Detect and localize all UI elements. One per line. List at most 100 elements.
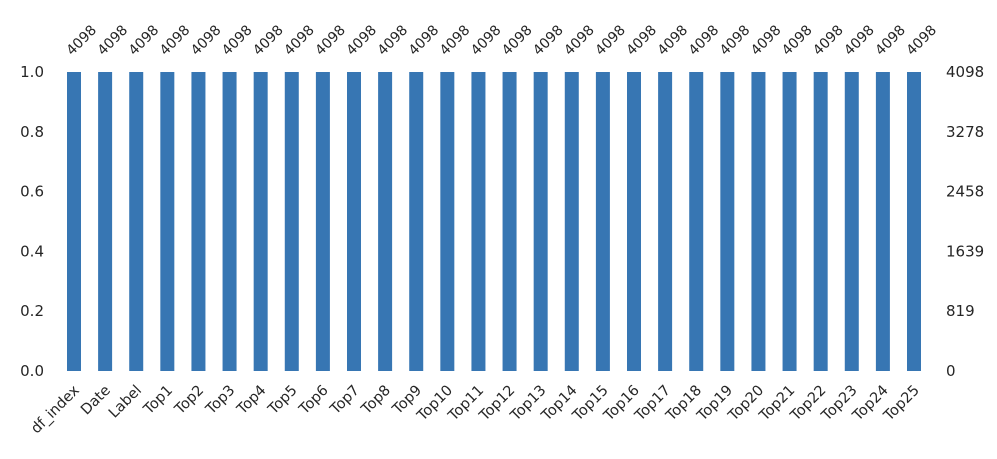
x-tick-label: Top7	[327, 383, 363, 419]
count-label: 4098	[437, 22, 474, 59]
right-y-tick-label: 819	[946, 302, 975, 320]
bar-top18	[689, 72, 704, 371]
bars-group	[67, 72, 921, 371]
bar-top5	[284, 72, 299, 371]
bar-label	[129, 72, 144, 371]
x-tick-label: Top6	[296, 383, 332, 419]
right-y-tick-label: 0	[946, 362, 956, 380]
x-axis-labels: df_indexDateLabelTop1Top2Top3Top4Top5Top…	[28, 382, 923, 437]
count-label: 4098	[219, 22, 256, 59]
count-label: 4098	[250, 22, 287, 59]
bar-top17	[658, 72, 673, 371]
count-label: 4098	[748, 22, 785, 59]
bar-top15	[595, 72, 610, 371]
count-label: 4098	[499, 22, 536, 59]
right-y-tick-label: 1639	[946, 242, 984, 260]
bar-top10	[440, 72, 455, 371]
x-tick-label: Top12	[476, 383, 518, 425]
bar-top13	[533, 72, 548, 371]
count-label: 4098	[717, 22, 754, 59]
bar-top16	[627, 72, 641, 371]
left-y-tick-label: 0.6	[20, 183, 44, 201]
left-y-tick-label: 0.2	[20, 302, 44, 320]
left-y-axis: 0.0 0.2 0.4 0.6 0.8 1.0	[20, 63, 44, 380]
right-y-tick-label: 4098	[946, 63, 984, 81]
x-tick-label: Top5	[265, 383, 301, 419]
x-tick-label: Top16	[600, 383, 642, 425]
bar-date	[98, 72, 113, 371]
count-label: 4098	[872, 22, 909, 59]
right-y-tick-label: 2458	[946, 183, 984, 201]
bar-top6	[315, 72, 330, 371]
x-tick-label: Top4	[234, 383, 270, 419]
count-label: 4098	[64, 22, 101, 59]
count-label: 4098	[810, 22, 847, 59]
bar-top8	[378, 72, 393, 371]
bar-top14	[564, 72, 579, 371]
count-label: 4098	[188, 22, 225, 59]
bar-top24	[875, 72, 890, 371]
bar-top3	[222, 72, 237, 371]
bar-top19	[720, 72, 735, 371]
bar-top20	[751, 72, 766, 371]
x-tick-label: Top23	[818, 383, 860, 425]
count-label: 4098	[904, 22, 941, 59]
bar-top4	[253, 72, 268, 371]
count-label: 4098	[344, 22, 381, 59]
x-tick-label: Label	[106, 383, 145, 422]
count-label: 4098	[95, 22, 132, 59]
x-tick-label: Top21	[756, 383, 798, 425]
x-tick-label: Top13	[507, 383, 549, 425]
x-tick-label: Top14	[538, 383, 580, 425]
bar-top21	[782, 72, 797, 371]
x-tick-label: df_index	[28, 382, 83, 437]
count-label: 4098	[157, 22, 194, 59]
x-tick-label: Top2	[171, 383, 207, 419]
x-tick-label: Top19	[694, 383, 736, 425]
bar-df-index	[67, 72, 81, 371]
count-label: 4098	[375, 22, 412, 59]
count-labels-group: 4098409840984098409840984098409840984098…	[64, 22, 941, 59]
left-y-tick-label: 0.0	[20, 362, 44, 380]
right-y-axis: 0 819 1639 2458 3278 4098	[946, 63, 984, 380]
x-tick-label: Top3	[203, 383, 239, 419]
count-label: 4098	[530, 22, 567, 59]
bar-top1	[160, 72, 175, 371]
count-label: 4098	[592, 22, 629, 59]
x-tick-label: Top1	[140, 383, 176, 419]
bar-top9	[409, 72, 424, 371]
x-tick-label: Top25	[880, 383, 922, 425]
x-tick-label: Top24	[849, 383, 891, 425]
x-tick-label: Top11	[445, 383, 487, 425]
x-tick-label: Top22	[787, 383, 829, 425]
bar-top2	[191, 72, 206, 371]
x-tick-label: Top15	[569, 383, 611, 425]
count-label: 4098	[686, 22, 723, 59]
x-tick-label: Top10	[414, 383, 456, 425]
bar-top25	[907, 72, 921, 371]
x-tick-label: Top20	[725, 383, 767, 425]
x-tick-label: Top8	[358, 383, 394, 419]
count-label: 4098	[561, 22, 598, 59]
count-label: 4098	[126, 22, 163, 59]
bar-top22	[813, 72, 828, 371]
count-label: 4098	[468, 22, 505, 59]
bar-top23	[844, 72, 859, 371]
count-label: 4098	[281, 22, 318, 59]
count-label: 4098	[841, 22, 878, 59]
x-tick-label: Top17	[632, 383, 674, 425]
left-y-tick-label: 1.0	[20, 63, 44, 81]
count-label: 4098	[312, 22, 349, 59]
bar-top12	[502, 72, 517, 371]
left-y-tick-label: 0.8	[20, 123, 44, 141]
x-tick-label: Top18	[663, 383, 705, 425]
count-label: 4098	[624, 22, 661, 59]
count-label: 4098	[779, 22, 816, 59]
count-label: 4098	[655, 22, 692, 59]
count-label: 4098	[406, 22, 443, 59]
bar-top7	[347, 72, 361, 371]
left-y-tick-label: 0.4	[20, 242, 44, 260]
right-y-tick-label: 3278	[946, 123, 984, 141]
bar-top11	[471, 72, 486, 371]
